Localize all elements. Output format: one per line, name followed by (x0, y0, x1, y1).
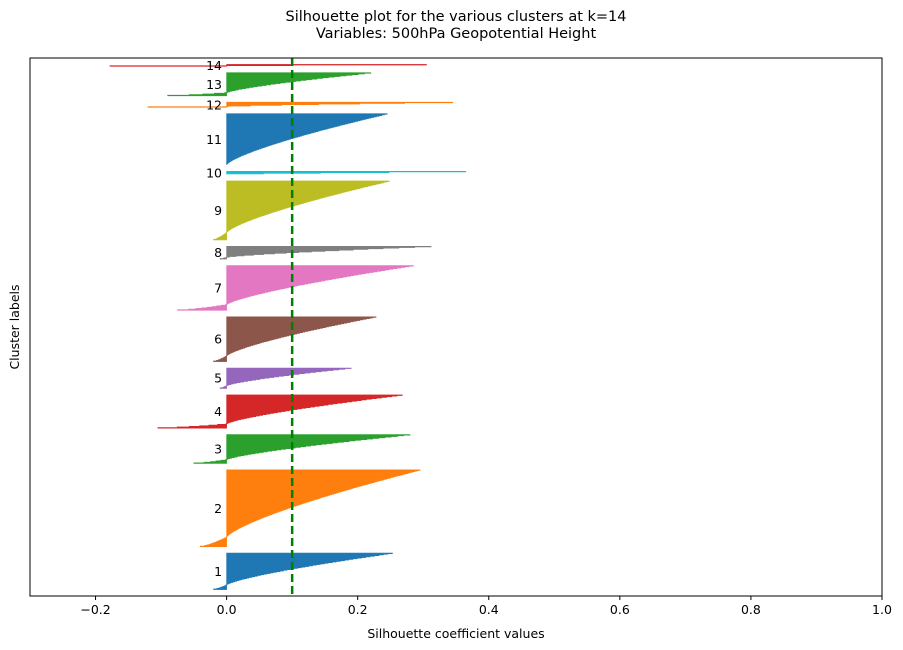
cluster-6-bars (213, 316, 377, 362)
cluster-label-4: 4 (214, 404, 222, 419)
x-tick-label: −0.2 (80, 602, 110, 617)
cluster-14-bars (109, 64, 427, 67)
chart-subtitle: Variables: 500hPa Geopotential Height (316, 26, 597, 42)
cluster-label-13: 13 (206, 77, 222, 92)
cluster-1-bars (213, 552, 393, 590)
cluster-11-silhouette: 11 (206, 113, 388, 165)
cluster-13-bars (167, 72, 372, 97)
cluster-label-1: 1 (214, 564, 222, 579)
cluster-7-silhouette: 7 (177, 265, 414, 311)
cluster-12-bars (147, 101, 454, 108)
x-tick-label: 0.2 (348, 602, 368, 617)
x-tick-label: 1.0 (872, 602, 892, 617)
cluster-label-7: 7 (214, 280, 222, 295)
cluster-label-5: 5 (214, 371, 222, 386)
cluster-label-14: 14 (206, 58, 222, 73)
cluster-3-silhouette: 3 (193, 434, 411, 464)
x-axis-label: Silhouette coefficient values (367, 626, 544, 641)
cluster-5-silhouette: 5 (214, 367, 352, 389)
cluster-5-bars (219, 367, 352, 389)
chart-title: Silhouette plot for the various clusters… (285, 9, 626, 25)
cluster-10-bars (226, 171, 467, 175)
cluster-10-silhouette: 10 (206, 165, 467, 180)
cluster-2-silhouette: 2 (200, 469, 421, 547)
cluster-6-silhouette: 6 (213, 316, 377, 362)
plot-frame (29, 57, 883, 597)
cluster-2-bars (200, 469, 421, 547)
cluster-label-6: 6 (214, 332, 222, 347)
x-axis: −0.2 0.0 0.2 0.4 0.6 0.8 1.0 (80, 596, 892, 617)
x-tick-label: 0.8 (741, 602, 761, 617)
cluster-3-bars (193, 434, 411, 464)
cluster-7-bars (177, 265, 414, 311)
cluster-label-12: 12 (206, 97, 222, 112)
cluster-8-bars (219, 246, 432, 260)
x-tick-label: 0.6 (610, 602, 630, 617)
cluster-4-silhouette: 4 (157, 394, 403, 429)
cluster-11-bars (226, 113, 388, 165)
cluster-label-9: 9 (214, 203, 222, 218)
cluster-label-11: 11 (206, 132, 222, 147)
cluster-label-10: 10 (206, 165, 222, 180)
cluster-9-silhouette: 9 (213, 180, 390, 241)
cluster-9-bars (213, 180, 390, 241)
cluster-label-3: 3 (214, 442, 222, 457)
cluster-label-8: 8 (214, 245, 222, 260)
x-tick-label: 0.0 (217, 602, 237, 617)
cluster-1-silhouette: 1 (213, 552, 393, 590)
cluster-14-silhouette: 14 (109, 58, 427, 73)
cluster-4-bars (157, 394, 403, 429)
cluster-13-silhouette: 13 (167, 72, 372, 97)
cluster-label-2: 2 (214, 501, 222, 516)
x-tick-label: 0.4 (479, 602, 499, 617)
y-axis-label: Cluster labels (7, 284, 22, 369)
cluster-12-silhouette: 12 (147, 97, 454, 112)
cluster-8-silhouette: 8 (214, 245, 432, 260)
